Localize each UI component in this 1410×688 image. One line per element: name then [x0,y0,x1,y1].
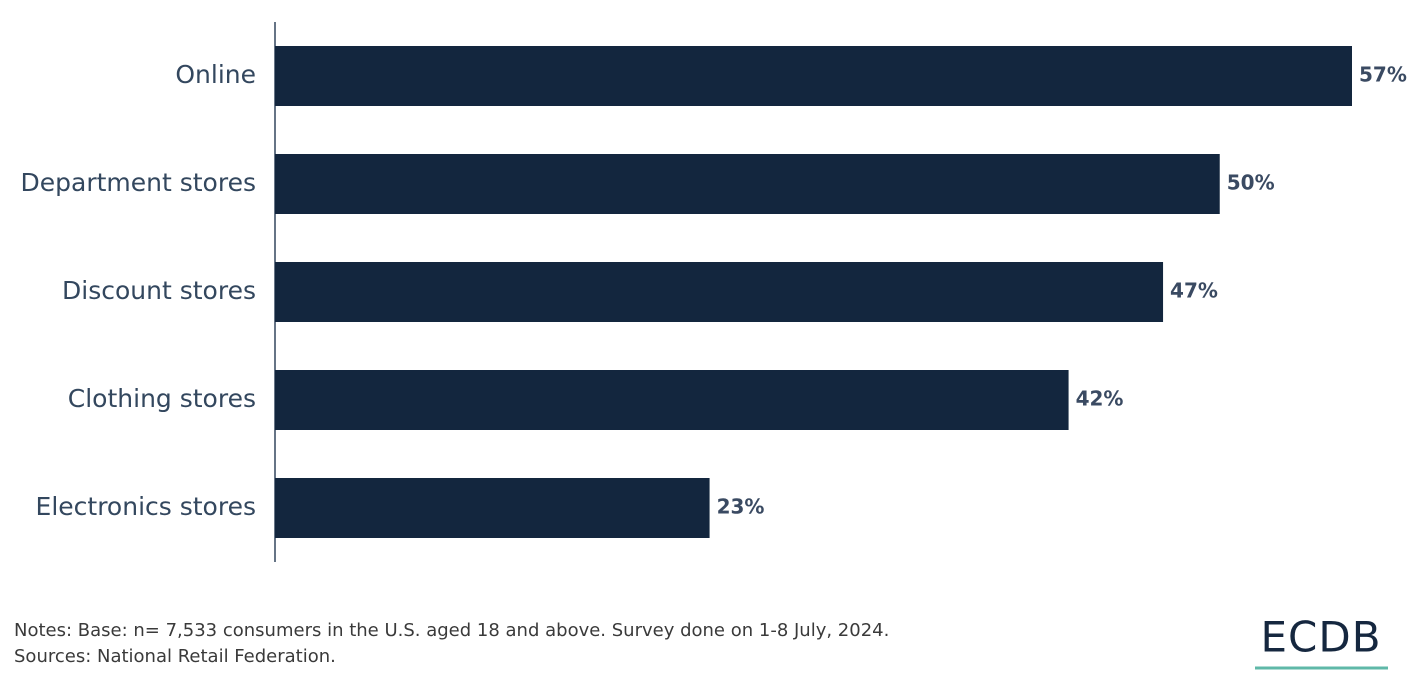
bar [275,262,1164,322]
logo: ECDB [1260,613,1381,662]
category-label: Electronics stores [36,492,256,521]
category-label: Department stores [21,168,257,197]
category-label: Online [175,60,256,89]
bar [275,478,710,538]
category-label: Discount stores [62,276,256,305]
bar [275,46,1352,106]
category-label: Clothing stores [68,384,256,413]
sources: Sources: National Retail Federation. [14,646,336,667]
value-label: 50% [1227,171,1275,195]
value-label: 42% [1076,387,1124,411]
bar [275,370,1069,430]
notes: Notes: Base: n= 7,533 consumers in the U… [14,620,889,641]
value-label: 23% [717,495,765,519]
value-label: 57% [1359,63,1407,87]
value-label: 47% [1170,279,1218,303]
bar [275,154,1220,214]
